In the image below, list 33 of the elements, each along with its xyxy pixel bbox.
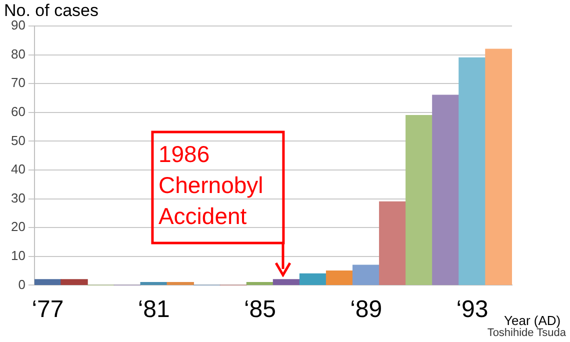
y-tick-label: 40 — [10, 162, 26, 177]
y-tick-label: 20 — [10, 219, 26, 234]
y-tick-label: 70 — [10, 75, 26, 90]
y-tick-label: 60 — [10, 104, 26, 119]
bar — [432, 94, 460, 286]
y-tick-label: 90 — [10, 18, 26, 33]
bar — [379, 201, 406, 286]
x-axis-title: Year (AD) — [504, 313, 561, 328]
y-tick-label: 10 — [10, 248, 26, 263]
y-tick-label: 80 — [10, 46, 26, 62]
y-tick-label: 30 — [10, 190, 26, 206]
y-tick-label: 50 — [10, 132, 26, 148]
bar — [246, 282, 274, 286]
bar — [458, 57, 486, 286]
bar — [352, 264, 380, 286]
x-tick-label: ‘89 — [350, 296, 382, 324]
bar — [485, 48, 512, 286]
y-axis-title: No. of cases — [4, 1, 98, 20]
bar — [166, 282, 194, 286]
bar — [272, 279, 300, 286]
text: Toshihide Tsuda — [487, 327, 567, 339]
bar — [140, 282, 168, 286]
bar — [299, 273, 327, 286]
x-tick-label: ‘93 — [456, 296, 488, 324]
x-tick-label: ‘81 — [138, 296, 170, 324]
bar — [60, 279, 88, 286]
annotation: 1986 Chernobyl Accident — [158, 141, 264, 229]
bar — [34, 279, 62, 286]
bar — [406, 114, 433, 286]
bar — [326, 270, 354, 286]
x-tick-label: ‘85 — [244, 296, 276, 324]
y-tick-label: 0 — [18, 276, 26, 292]
x-tick-label: ‘77 — [32, 296, 64, 324]
